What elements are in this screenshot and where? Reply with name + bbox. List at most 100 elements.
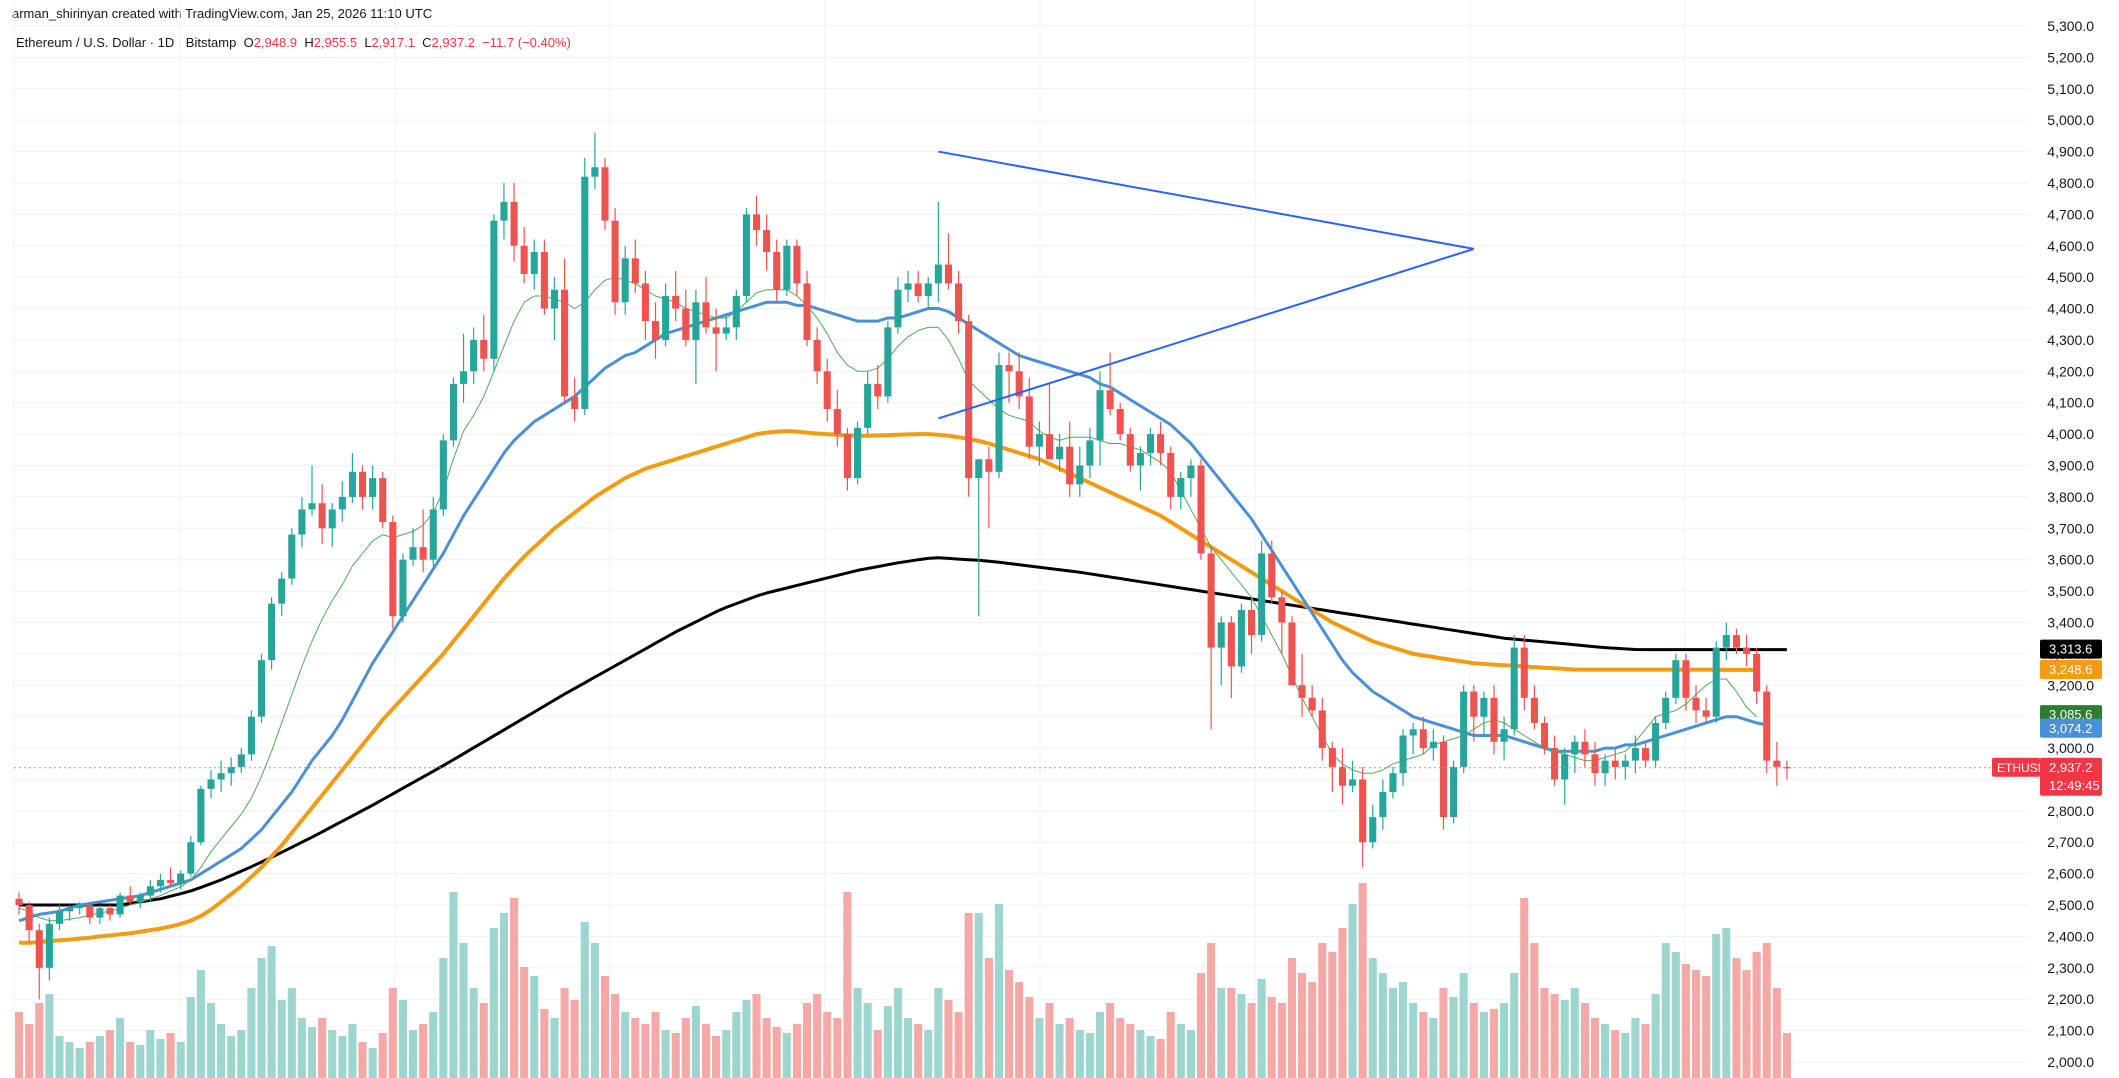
volume-bar: [823, 1012, 832, 1078]
grid: [13, 0, 2030, 1078]
candle-body: [1621, 760, 1629, 767]
candle-body: [864, 383, 872, 428]
volume-bar: [1297, 973, 1307, 1078]
volume-bar: [1742, 970, 1751, 1078]
candle: [15, 892, 23, 915]
volume-bar: [166, 1033, 175, 1078]
candle-body: [1480, 697, 1488, 717]
candle: [1379, 779, 1387, 830]
candle: [116, 892, 124, 918]
candle: [1712, 641, 1720, 723]
candle-body: [409, 547, 417, 560]
candle: [995, 352, 1003, 479]
candle: [1530, 685, 1538, 730]
candle-body: [1217, 622, 1225, 648]
candle: [500, 182, 508, 240]
volume-bar: [449, 892, 458, 1078]
volume-bar: [1277, 1003, 1286, 1078]
volume-bar: [1691, 970, 1701, 1078]
axis-tick-label: 4,400.0: [2047, 301, 2094, 317]
candle-body: [702, 302, 710, 328]
volume-bar: [398, 1000, 407, 1078]
candle-body: [1197, 465, 1205, 554]
volume-bar: [621, 1012, 630, 1078]
candle: [682, 289, 690, 347]
candle-body: [742, 214, 750, 296]
candle-body: [904, 283, 912, 290]
candle-body: [550, 289, 559, 309]
candle-body: [96, 908, 104, 918]
candle-body: [1743, 647, 1751, 654]
volume-bar: [1247, 1003, 1256, 1078]
candle: [1743, 635, 1751, 667]
candle: [338, 481, 346, 523]
candle: [409, 528, 417, 566]
candle: [864, 371, 872, 435]
symbol-name[interactable]: Ethereum / U.S. Dollar · 1D · Bitstamp: [16, 35, 237, 50]
candle-body: [369, 478, 377, 497]
volume-bar: [964, 913, 973, 1078]
candle: [106, 905, 114, 921]
volume-bar: [126, 1042, 135, 1078]
candle: [1601, 754, 1609, 786]
candle: [1359, 766, 1367, 868]
candle: [1076, 446, 1084, 497]
volume-bar: [1348, 904, 1357, 1078]
candle: [207, 770, 215, 799]
volume-bar: [1287, 958, 1296, 1078]
volume-bar: [1055, 1024, 1064, 1078]
candle: [419, 509, 427, 573]
candle: [1227, 616, 1235, 698]
volume-bar: [934, 988, 943, 1078]
candle: [1207, 547, 1215, 730]
volume-bar: [1156, 1039, 1165, 1078]
candle: [1045, 383, 1054, 460]
candle-body: [146, 886, 154, 896]
volume-bar: [1439, 988, 1448, 1078]
candle-body: [1076, 465, 1084, 485]
volume-bar: [1560, 1000, 1569, 1078]
candle: [874, 365, 882, 410]
candle: [470, 327, 478, 384]
volume-bar: [328, 1030, 337, 1078]
candle: [1177, 471, 1185, 510]
candle-body: [227, 766, 235, 774]
candle-body: [1773, 760, 1781, 767]
volume-bar: [459, 943, 468, 1078]
price-badge-bg: [2040, 718, 2102, 738]
candle-body: [934, 264, 942, 284]
candle-body: [1540, 722, 1549, 749]
candle: [1561, 748, 1569, 805]
candle-body: [126, 895, 134, 902]
candle: [601, 157, 609, 231]
volume-bar: [1217, 988, 1226, 1078]
candle-body: [348, 471, 356, 497]
volume-bar: [893, 988, 902, 1078]
volume-bar: [499, 913, 509, 1078]
volume-bar: [1409, 1003, 1418, 1078]
volume-bar: [1651, 994, 1660, 1078]
candle: [944, 233, 952, 290]
candle: [1389, 766, 1397, 799]
volume-bar: [55, 1036, 64, 1078]
high-value: 2,955.5: [313, 35, 358, 50]
candle: [1480, 691, 1488, 736]
candle: [1641, 741, 1650, 767]
volume-bar: [1732, 958, 1741, 1078]
volume-bar: [590, 943, 599, 1078]
candle: [308, 465, 316, 516]
volume-bar: [994, 904, 1004, 1078]
candle-body: [712, 327, 720, 334]
candle-body: [985, 459, 993, 472]
candle: [641, 270, 649, 340]
candle: [1450, 760, 1458, 824]
axis-tick-label: 4,000.0: [2047, 426, 2094, 442]
candle: [369, 465, 377, 510]
candle-body: [429, 509, 437, 560]
volume-bar: [15, 1012, 24, 1078]
volume-bar: [974, 913, 983, 1078]
candle-body: [1258, 553, 1266, 636]
candle: [1247, 597, 1256, 654]
candle-body: [1439, 741, 1448, 818]
